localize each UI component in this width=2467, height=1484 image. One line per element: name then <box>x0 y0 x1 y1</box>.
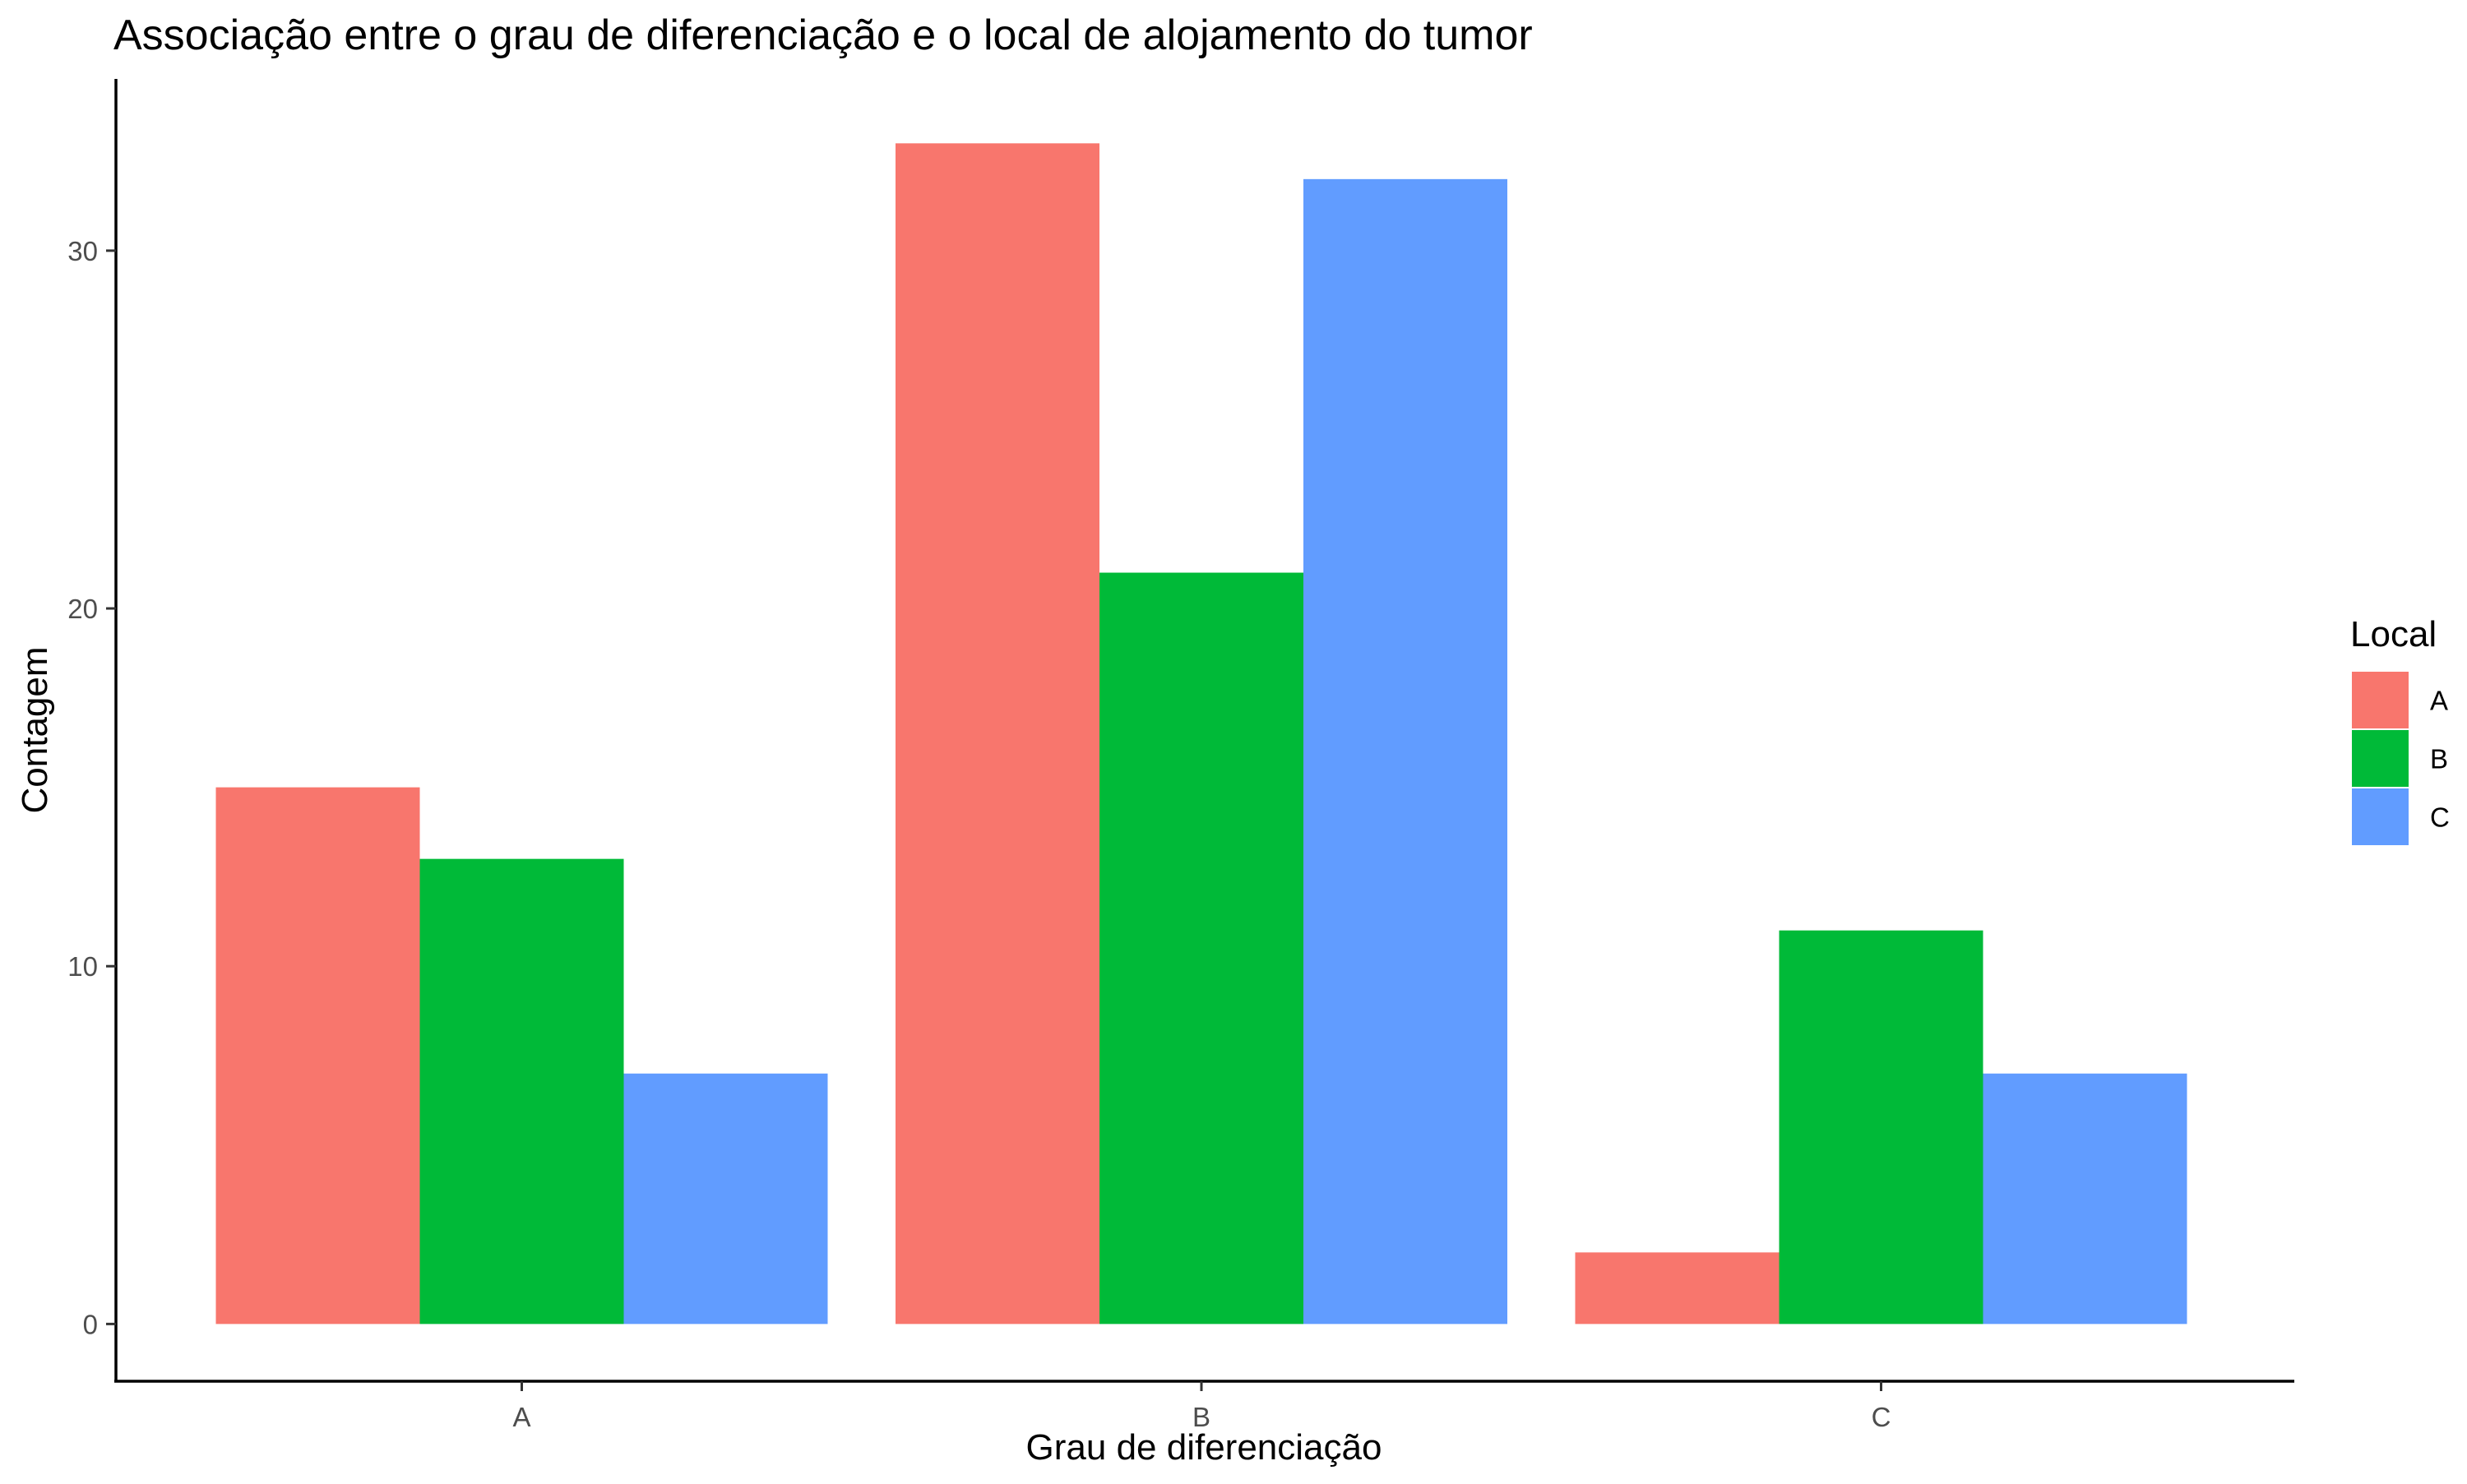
legend-label-C: C <box>2430 802 2450 833</box>
bar-B-local-C <box>1303 178 1507 1325</box>
y-tick-label: 20 <box>67 594 98 624</box>
legend-key-A <box>2352 672 2409 728</box>
chart-title: Associação entre o grau de diferenciação… <box>113 12 1533 59</box>
x-ticks: A B C <box>512 1381 1891 1432</box>
x-axis-title: Grau de diferenciação <box>1026 1427 1382 1468</box>
legend-key-B <box>2352 730 2409 787</box>
bar-C-local-A <box>1575 1252 1780 1325</box>
legend-title: Local <box>2350 614 2437 654</box>
y-tick-label: 10 <box>67 951 98 982</box>
bar-A-local-B <box>419 858 624 1325</box>
bar-A-local-A <box>215 787 420 1325</box>
x-tick-label: B <box>1192 1402 1210 1432</box>
y-tick-label: 30 <box>67 236 98 266</box>
x-tick-label: C <box>1872 1402 1891 1432</box>
legend-label-A: A <box>2430 686 2448 716</box>
legend: Local ABC <box>2350 614 2450 845</box>
legend-key-C <box>2352 788 2409 845</box>
bar-B-local-B <box>1099 572 1303 1325</box>
bar-A-local-C <box>623 1073 828 1325</box>
x-tick-label: A <box>512 1402 530 1432</box>
bar-C-local-C <box>1983 1073 2187 1325</box>
bar-B-local-A <box>896 143 1099 1325</box>
legend-label-B: B <box>2430 744 2448 774</box>
bars-layer <box>215 143 2187 1325</box>
bar-C-local-B <box>1779 930 1983 1325</box>
y-ticks: 0 10 20 30 <box>67 236 116 1339</box>
legend-items: ABC <box>2352 672 2450 845</box>
y-tick-label: 0 <box>83 1309 98 1339</box>
y-axis-title: Contagem <box>15 646 55 813</box>
